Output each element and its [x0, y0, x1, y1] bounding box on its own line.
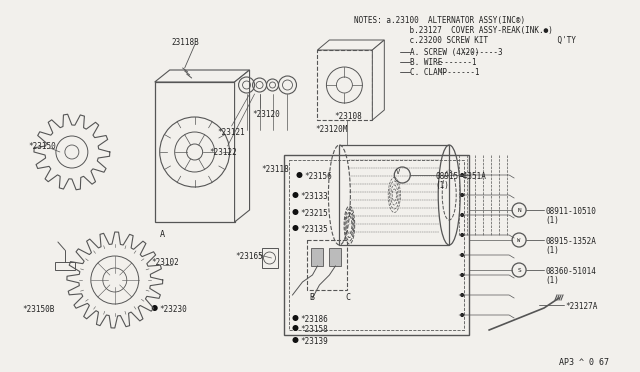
Circle shape	[292, 209, 298, 215]
Text: c.23200 SCREW KIT               Q'TY: c.23200 SCREW KIT Q'TY	[355, 36, 577, 45]
Text: N: N	[517, 208, 521, 212]
Text: A. SCREW (4X20): A. SCREW (4X20)	[410, 48, 479, 57]
Text: --------3: --------3	[461, 48, 503, 57]
Circle shape	[460, 293, 464, 297]
Text: *23118: *23118	[262, 165, 289, 174]
Text: (1): (1)	[545, 216, 559, 225]
Text: *23121: *23121	[218, 128, 245, 137]
Bar	[312, 248, 323, 266]
Text: *23139: *23139	[300, 337, 328, 346]
Text: C. CLAMP: C. CLAMP	[410, 68, 447, 77]
Bar	[55, 262, 75, 270]
Text: *23108: *23108	[335, 112, 362, 121]
Polygon shape	[317, 40, 385, 50]
Text: A: A	[160, 230, 164, 239]
Text: --------1: --------1	[435, 58, 477, 67]
Text: V: V	[396, 169, 401, 175]
Circle shape	[292, 225, 298, 231]
Text: *23165: *23165	[236, 252, 263, 261]
Circle shape	[292, 192, 298, 198]
Text: 08911-10510: 08911-10510	[545, 207, 596, 216]
Text: *23230: *23230	[160, 305, 188, 314]
Text: 08915-4351A: 08915-4351A	[435, 172, 486, 181]
Text: *23120M: *23120M	[316, 125, 348, 134]
Text: NOTES: a.23100  ALTERNATOR ASSY(INC®): NOTES: a.23100 ALTERNATOR ASSY(INC®)	[355, 16, 525, 25]
Circle shape	[296, 172, 303, 178]
Circle shape	[152, 305, 157, 311]
Bar	[317, 50, 372, 120]
Text: (1): (1)	[545, 246, 559, 255]
Text: AP3 ^ 0 67: AP3 ^ 0 67	[559, 358, 609, 367]
Bar	[289, 160, 464, 330]
Bar	[307, 240, 348, 290]
Circle shape	[460, 313, 464, 317]
Text: b.23127  COVER ASSY-REAK(INK.●): b.23127 COVER ASSY-REAK(INK.●)	[355, 26, 553, 35]
Text: S: S	[517, 267, 521, 273]
Text: --------1: --------1	[438, 68, 480, 77]
Text: *23133: *23133	[300, 192, 328, 201]
Text: *23215: *23215	[300, 209, 328, 218]
Text: *23135: *23135	[300, 225, 328, 234]
Text: *23158: *23158	[300, 325, 328, 334]
Text: *23150B: *23150B	[22, 305, 54, 314]
Polygon shape	[155, 70, 250, 82]
Bar	[330, 248, 341, 266]
Bar	[262, 248, 278, 268]
Text: B. WIRE: B. WIRE	[410, 58, 443, 67]
Text: W: W	[518, 237, 521, 243]
Text: 08360-51014: 08360-51014	[545, 267, 596, 276]
Text: *23186: *23186	[300, 315, 328, 324]
Text: *23120: *23120	[253, 110, 280, 119]
Circle shape	[460, 253, 464, 257]
Text: B: B	[310, 293, 314, 302]
Circle shape	[460, 273, 464, 277]
Circle shape	[460, 193, 464, 197]
Bar	[155, 82, 235, 222]
Text: 23118B: 23118B	[172, 38, 200, 47]
Text: (1): (1)	[545, 276, 559, 285]
Bar	[285, 155, 469, 335]
Polygon shape	[235, 70, 250, 222]
Circle shape	[292, 337, 298, 343]
Circle shape	[460, 233, 464, 237]
Circle shape	[460, 173, 464, 177]
Circle shape	[292, 315, 298, 321]
Text: *23127A: *23127A	[565, 302, 597, 311]
Bar	[339, 145, 449, 245]
Text: C: C	[346, 293, 350, 302]
Circle shape	[292, 325, 298, 331]
Circle shape	[460, 213, 464, 217]
Text: (1): (1)	[435, 181, 449, 190]
Polygon shape	[372, 40, 385, 120]
Text: 08915-1352A: 08915-1352A	[545, 237, 596, 246]
Text: *23156: *23156	[305, 172, 332, 181]
Text: *23150: *23150	[28, 142, 56, 151]
Text: *23122: *23122	[210, 148, 237, 157]
Text: *23102: *23102	[152, 258, 179, 267]
